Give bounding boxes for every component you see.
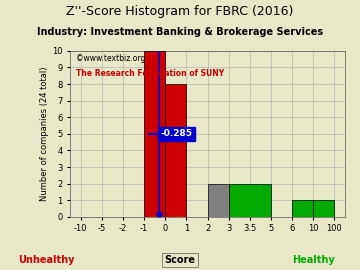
Text: The Research Foundation of SUNY: The Research Foundation of SUNY bbox=[76, 69, 224, 78]
Bar bbox=[313, 200, 334, 217]
Bar bbox=[292, 200, 313, 217]
Text: Score: Score bbox=[165, 255, 195, 265]
Bar bbox=[208, 184, 229, 217]
Bar bbox=[229, 184, 271, 217]
Text: Unhealthy: Unhealthy bbox=[19, 255, 75, 265]
Y-axis label: Number of companies (24 total): Number of companies (24 total) bbox=[40, 67, 49, 201]
Text: Z''-Score Histogram for FBRC (2016): Z''-Score Histogram for FBRC (2016) bbox=[66, 5, 294, 18]
Text: ©www.textbiz.org: ©www.textbiz.org bbox=[76, 54, 145, 63]
Text: -0.285: -0.285 bbox=[160, 129, 192, 138]
Text: Industry: Investment Banking & Brokerage Services: Industry: Investment Banking & Brokerage… bbox=[37, 27, 323, 37]
Bar bbox=[144, 51, 165, 217]
Bar bbox=[165, 84, 186, 217]
Text: Healthy: Healthy bbox=[292, 255, 334, 265]
